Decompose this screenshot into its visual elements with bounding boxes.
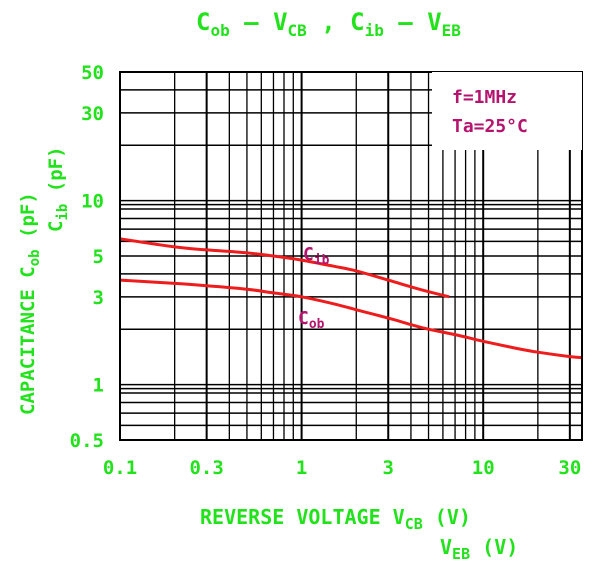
y-tick-label: 10: [81, 191, 104, 213]
x-tick-label: 30: [558, 457, 581, 479]
y-tick-label: 30: [81, 103, 104, 125]
x-tick-label: 0.1: [103, 457, 137, 479]
conditions-box: [432, 72, 582, 150]
x-axis-label: REVERSE VOLTAGE VCB (V): [200, 505, 471, 533]
x-tick-label: 3: [383, 457, 394, 479]
y-tick-label: 5: [93, 246, 104, 268]
y-tick-label: 1: [93, 375, 104, 397]
condition-frequency: f=1MHz: [452, 87, 517, 108]
y-axis-label: CAPACITANCE Cob (pF): [17, 192, 43, 415]
series-label-cib: Cib: [303, 244, 330, 268]
series-line-cob: [119, 278, 583, 360]
chart-title: Cob – VCB , Cib – VEB: [196, 8, 461, 40]
series-label-cob: Cob: [298, 308, 325, 332]
y-axis-label-cib: Cib (pF): [45, 146, 71, 232]
x-axis-label-veb: VEB (V): [440, 535, 518, 563]
plot-frame: [119, 71, 583, 441]
tick-labels: 0.1 0.3 1 3 10 30 0.5 1 3 5 10 30 50: [70, 62, 582, 479]
series-line-cib: [119, 237, 450, 299]
y-tick-label: 50: [81, 62, 104, 84]
condition-temperature: Ta=25°C: [452, 116, 528, 137]
x-tick-label: 1: [296, 457, 307, 479]
y-tick-label: 0.5: [70, 430, 104, 452]
y-tick-label: 3: [93, 287, 104, 309]
x-tick-label: 0.3: [189, 457, 223, 479]
series-curves: [119, 237, 583, 360]
x-tick-label: 10: [472, 457, 495, 479]
